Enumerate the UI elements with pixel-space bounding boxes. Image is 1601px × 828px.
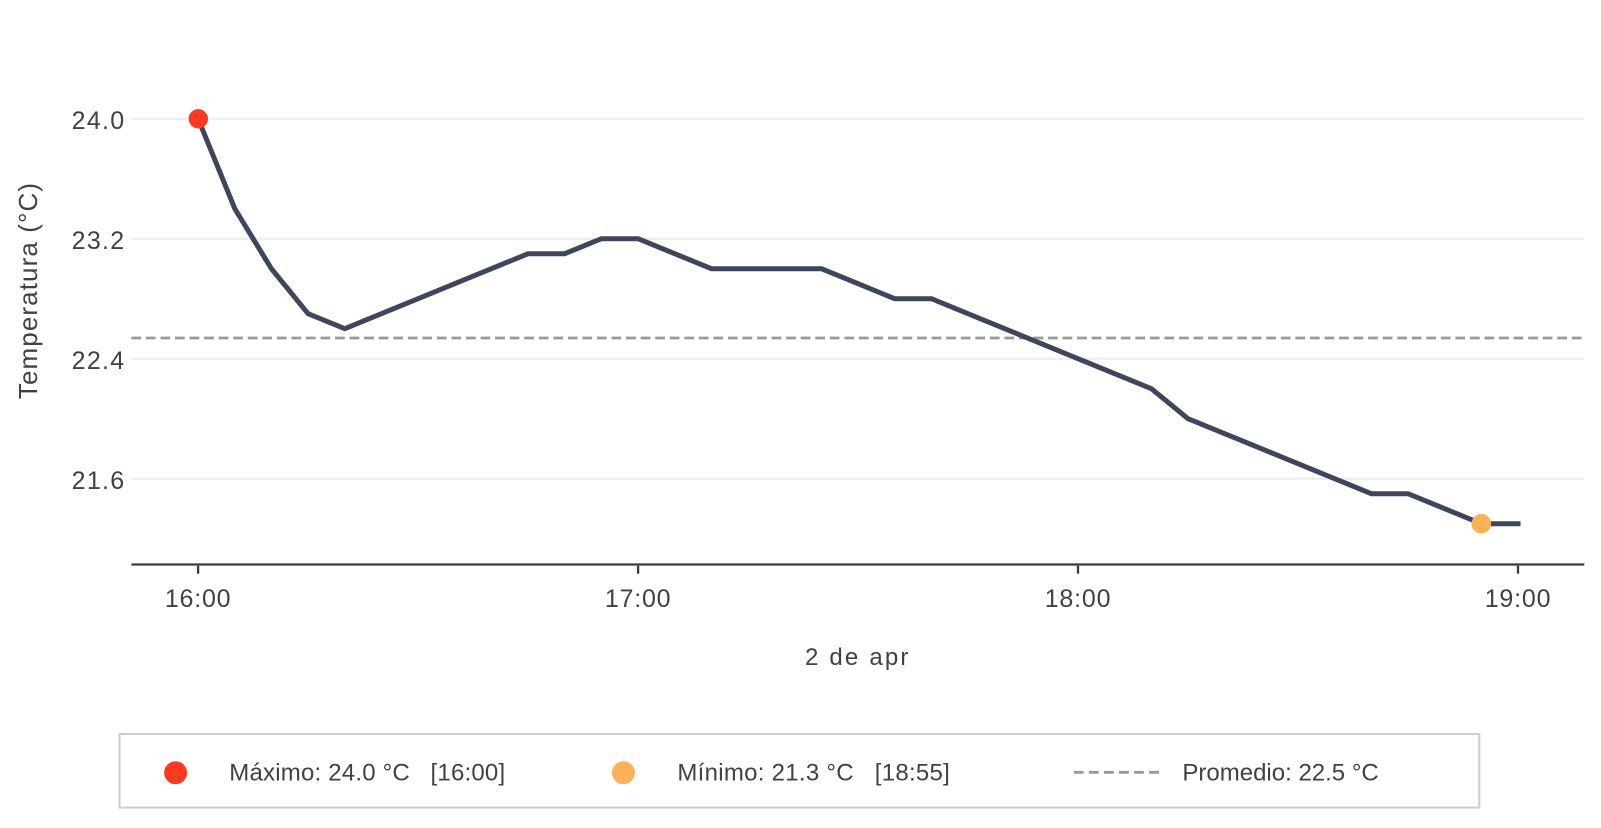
svg-text:16:00: 16:00: [165, 585, 232, 613]
svg-text:21.6: 21.6: [72, 467, 126, 495]
svg-text:17:00: 17:00: [605, 585, 672, 613]
svg-text:Temperatura (°C): Temperatura (°C): [13, 182, 43, 399]
svg-text:18:00: 18:00: [1045, 585, 1112, 613]
svg-text:Promedio: 22.5 °C: Promedio: 22.5 °C: [1182, 760, 1378, 787]
svg-text:Máximo: 24.0 °C [16:00]: Máximo: 24.0 °C [16:00]: [229, 760, 505, 787]
svg-text:Mínimo: 21.3 °C [18:55]: Mínimo: 21.3 °C [18:55]: [677, 760, 950, 787]
svg-text:24.0: 24.0: [72, 107, 126, 135]
svg-text:22.4: 22.4: [72, 347, 126, 375]
svg-text:23.2: 23.2: [72, 227, 126, 255]
svg-text:19:00: 19:00: [1485, 585, 1552, 613]
svg-text:2 de apr: 2 de apr: [805, 644, 911, 671]
